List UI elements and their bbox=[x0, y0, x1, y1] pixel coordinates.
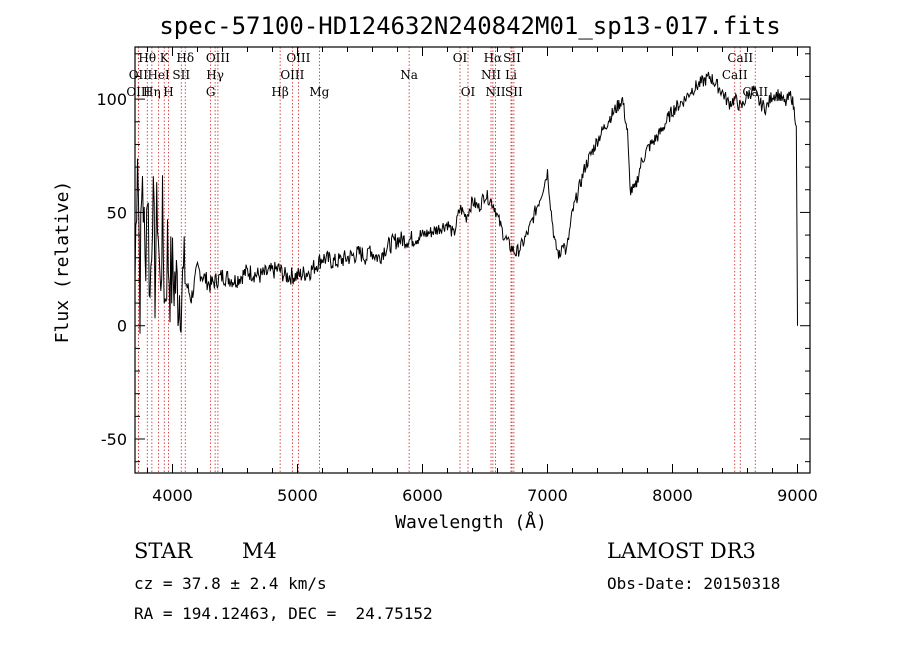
spectral-line-label: Mg bbox=[309, 85, 329, 99]
spectral-line-label: Hα bbox=[484, 51, 503, 65]
y-tick-label: 0 bbox=[117, 317, 127, 336]
x-tick-label: 8000 bbox=[652, 486, 693, 505]
spectral-line-label: CaII bbox=[722, 68, 748, 82]
spectral-line-label: Hδ bbox=[176, 51, 194, 65]
spectral-line-label: Li bbox=[505, 68, 517, 82]
spectral-line-label: SII bbox=[505, 85, 523, 99]
x-tick-label: 7000 bbox=[527, 486, 568, 505]
spectral-line-label: Na bbox=[400, 68, 418, 82]
x-axis-label: Wavelength (Å) bbox=[395, 511, 547, 533]
spectrum-plot bbox=[134, 71, 798, 334]
spectral-line-label: SII bbox=[172, 68, 190, 82]
spectral-line-label: K bbox=[160, 51, 170, 65]
spectral-line-label: Hγ bbox=[206, 68, 224, 82]
chart-title: spec-57100-HD124632N240842M01_sp13-017.f… bbox=[159, 12, 780, 40]
x-tick-label: 4000 bbox=[152, 486, 193, 505]
spectral-line-label: OI bbox=[461, 85, 476, 99]
axis-ticks: 4000 5000 6000 7000 8000 9000 -50 0 50 100 bbox=[96, 47, 818, 505]
spectral-line-label: G bbox=[206, 85, 216, 99]
spectral-line-label: OI bbox=[453, 51, 468, 65]
x-tick-label: 6000 bbox=[402, 486, 443, 505]
y-tick-label: 50 bbox=[107, 203, 127, 222]
spectral-line-label: OIII bbox=[206, 51, 230, 65]
spectral-line-label: SII bbox=[503, 51, 521, 65]
y-tick-label: -50 bbox=[101, 430, 127, 449]
spectral-line-label: HeI bbox=[147, 68, 170, 82]
flux-series-line bbox=[134, 71, 798, 334]
spectral-line-label: NII bbox=[486, 85, 506, 99]
redshift-cz: cz = 37.8 ± 2.4 km/s bbox=[134, 574, 327, 593]
x-tick-label: 5000 bbox=[277, 486, 318, 505]
observation-date: Obs-Date: 20150318 bbox=[607, 574, 781, 593]
spectral-line-label: Hθ bbox=[138, 51, 156, 65]
spectral-line-label: NII bbox=[481, 68, 501, 82]
spectral-line-label: H bbox=[163, 85, 173, 99]
object-subclass: M4 bbox=[242, 539, 277, 563]
spectral-line-label: Hη bbox=[143, 85, 161, 99]
survey-name: LAMOST DR3 bbox=[607, 539, 756, 563]
plot-frame bbox=[134, 46, 811, 474]
spectral-line-label: OIII bbox=[280, 68, 304, 82]
spectral-line-label: Hβ bbox=[271, 85, 288, 99]
x-tick-label: 9000 bbox=[777, 486, 818, 505]
y-axis-label: Flux (relative) bbox=[52, 181, 73, 344]
spectral-line-label: OIII bbox=[286, 51, 310, 65]
object-class: STAR bbox=[134, 539, 193, 563]
coordinates: RA = 194.12463, DEC = 24.75152 bbox=[134, 604, 433, 623]
y-tick-label: 100 bbox=[96, 90, 127, 109]
spectral-line-label: OIII bbox=[126, 85, 150, 99]
spectral-line-label: CaII bbox=[727, 51, 753, 65]
